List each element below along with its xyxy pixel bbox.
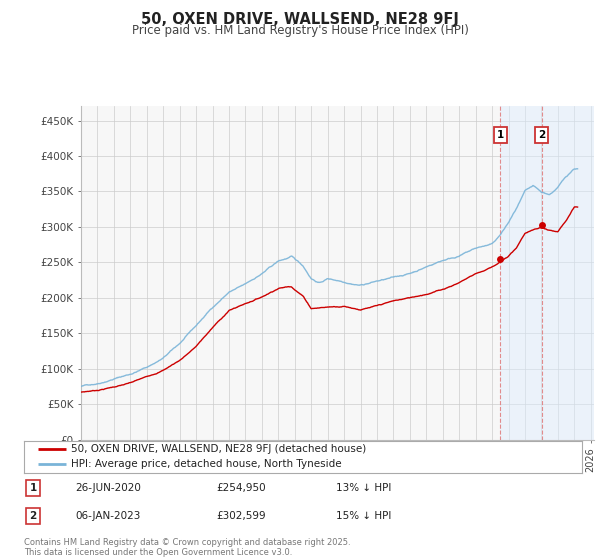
Text: 2: 2 [29,511,37,521]
Text: £254,950: £254,950 [216,483,266,493]
Text: 26-JUN-2020: 26-JUN-2020 [75,483,141,493]
Text: 2: 2 [538,130,545,140]
Text: Contains HM Land Registry data © Crown copyright and database right 2025.
This d: Contains HM Land Registry data © Crown c… [24,538,350,557]
Text: 13% ↓ HPI: 13% ↓ HPI [336,483,391,493]
Text: 50, OXEN DRIVE, WALLSEND, NE28 9FJ: 50, OXEN DRIVE, WALLSEND, NE28 9FJ [141,12,459,27]
Text: Price paid vs. HM Land Registry's House Price Index (HPI): Price paid vs. HM Land Registry's House … [131,24,469,37]
Text: 1: 1 [29,483,37,493]
Text: 15% ↓ HPI: 15% ↓ HPI [336,511,391,521]
Text: 06-JAN-2023: 06-JAN-2023 [75,511,140,521]
Bar [500,106,594,440]
Text: 50, OXEN DRIVE, WALLSEND, NE28 9FJ (detached house): 50, OXEN DRIVE, WALLSEND, NE28 9FJ (deta… [71,445,367,455]
Text: £302,599: £302,599 [216,511,266,521]
Text: HPI: Average price, detached house, North Tyneside: HPI: Average price, detached house, Nort… [71,459,342,469]
Text: 1: 1 [497,130,504,140]
